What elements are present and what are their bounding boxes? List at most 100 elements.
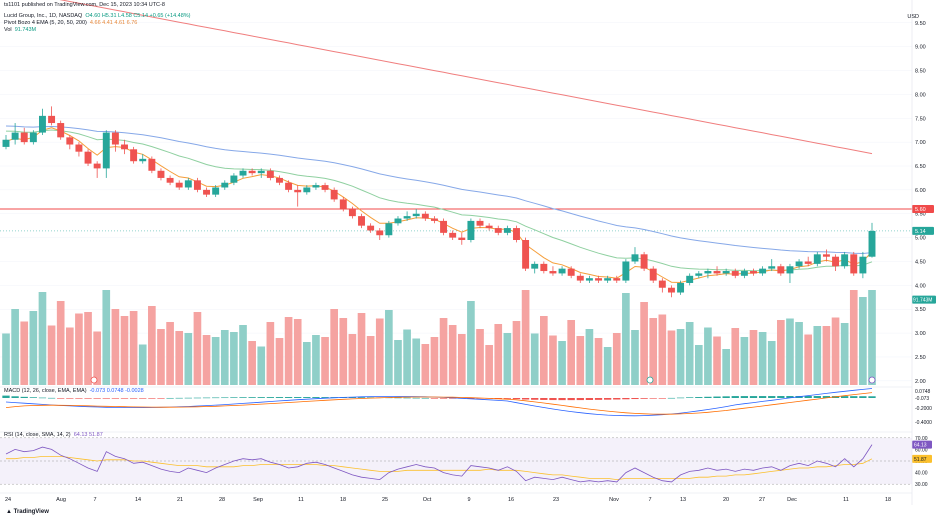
macd-histogram-bar	[686, 397, 694, 398]
candle-body	[595, 278, 602, 281]
candle-body	[157, 170, 165, 178]
candle-body	[476, 220, 484, 226]
macd-histogram-bar	[157, 398, 165, 399]
candle-body	[38, 115, 46, 133]
macd-histogram-bar	[613, 398, 621, 400]
volume-bar	[640, 302, 648, 385]
macd-histogram-bar	[859, 396, 867, 398]
candle-body	[348, 208, 356, 217]
candle-body	[850, 254, 858, 274]
ohlc-values: O4.60 H5.31 L4.58 C5.14 +0.65 (+14.48%)	[85, 13, 191, 19]
rsi-legend: RSI (14, close, SMA, 14, 2) 64.13 51.87	[4, 432, 103, 439]
candle-body	[822, 254, 830, 257]
x-tick-label: Dec	[787, 497, 797, 503]
macd-histogram-bar	[294, 397, 302, 398]
macd-histogram-bar	[576, 398, 584, 401]
event-marker	[90, 376, 98, 384]
macd-histogram-bar	[84, 398, 92, 399]
candle-body	[212, 187, 220, 195]
volume-bar	[375, 318, 384, 385]
macd-histogram-bar	[749, 396, 758, 398]
volume-bar	[704, 327, 712, 385]
macd-histogram-bar	[558, 398, 566, 401]
volume-bar	[120, 316, 129, 385]
candle-body	[667, 287, 675, 293]
volume-bar	[512, 321, 521, 385]
price-tick-label: 8.00	[915, 92, 926, 98]
macd-histogram-bar	[57, 398, 65, 399]
volume-bar	[859, 297, 867, 385]
macd-histogram-bar	[303, 397, 311, 398]
candle-body	[449, 232, 457, 238]
rsi-tick-label: 70.00	[915, 436, 928, 442]
volume-bar	[685, 322, 694, 385]
volume-bar	[348, 334, 357, 385]
macd-histogram-bar	[321, 397, 329, 398]
volume-bar	[494, 324, 503, 385]
volume-bar	[339, 318, 348, 385]
price-tick-label: 7.50	[915, 116, 926, 122]
macd-histogram-bar	[704, 396, 712, 398]
volume-bar	[394, 340, 402, 385]
volume-bar	[622, 293, 630, 385]
candle-body	[658, 280, 666, 288]
macd-histogram-bar	[731, 396, 739, 398]
candle-body	[139, 158, 147, 162]
candle-body	[66, 137, 74, 145]
x-tick-label: Aug	[56, 497, 66, 503]
macd-histogram-bar	[29, 397, 37, 398]
volume-bar	[603, 347, 612, 385]
macd-histogram-bar	[421, 397, 429, 399]
candle-body	[75, 144, 83, 152]
volume-bar	[193, 312, 202, 385]
x-tick-label: 7	[93, 497, 96, 503]
candle-body	[750, 271, 757, 274]
volume-bar	[211, 337, 220, 385]
candle-body	[440, 220, 448, 233]
price-tick-label: 8.50	[915, 69, 926, 75]
volume-bar	[457, 334, 466, 385]
candle-body	[148, 158, 156, 171]
vol-value: 91.743M	[14, 27, 37, 33]
macd-tick-label: 0.0748	[915, 389, 931, 395]
vol-legend: Vol 91.743M	[4, 27, 36, 34]
candle-body	[841, 254, 849, 267]
macd-histogram-bar	[47, 397, 56, 399]
rsi-title: RSI (14, close, SMA, 14, 2)	[4, 432, 71, 438]
volume-bar	[467, 301, 475, 385]
candle-body	[567, 268, 575, 276]
candle-body	[175, 182, 183, 188]
volume-bar	[111, 309, 120, 385]
candle-body	[102, 132, 110, 169]
volume-bar	[11, 309, 19, 385]
volume-bar	[138, 344, 147, 385]
macd-histogram-bar	[348, 397, 357, 398]
candle-body	[385, 223, 393, 236]
volume-bar	[740, 337, 749, 385]
candle-body	[786, 266, 794, 274]
candle-body	[513, 228, 520, 240]
candle-body	[303, 187, 311, 193]
volume-bar	[713, 336, 721, 385]
candle-body	[2, 139, 10, 147]
candle-body	[677, 282, 685, 293]
macd-histogram-bar	[184, 397, 192, 399]
candle-body	[503, 228, 511, 233]
rsi-last-tag: 64.13	[914, 443, 927, 449]
level-line	[0, 208, 912, 232]
volume-bar	[56, 301, 65, 385]
price-tick-label: 9.00	[915, 45, 926, 51]
axes: 2.00 2.50 3.00 3.50 4.00 4.50 5.00 5.50 6.00 6.50…	[0, 0, 936, 505]
volume-bar	[93, 331, 101, 385]
macd-histogram-bar	[649, 398, 657, 399]
candle-body	[485, 225, 493, 229]
macd-histogram-bar	[111, 398, 120, 399]
macd-histogram-bar	[822, 396, 831, 398]
symbol-line: Lucid Group, Inc., 1D, NASDAQ O4.60 H5.3…	[4, 13, 191, 20]
macd-histogram-bar	[2, 395, 10, 398]
macd-histogram-bar	[221, 397, 229, 399]
candlesticks[interactable]	[2, 106, 876, 298]
macd-histogram-bar	[804, 396, 812, 398]
